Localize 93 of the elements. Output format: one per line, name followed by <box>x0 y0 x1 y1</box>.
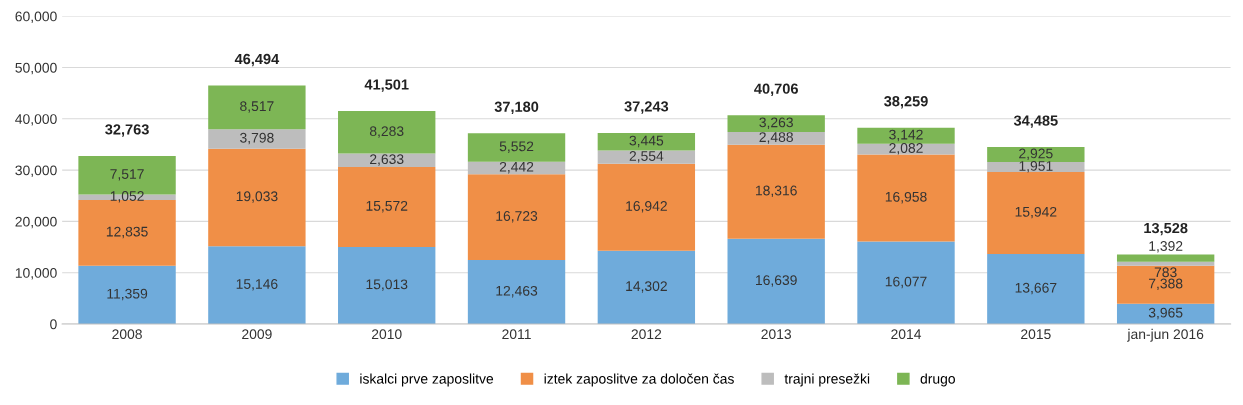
data-label: 15,942 <box>1015 206 1057 219</box>
data-label: 1,052 <box>110 191 144 203</box>
data-label: 2,488 <box>759 132 793 144</box>
total-label: 13,528 <box>1144 222 1188 236</box>
bar <box>597 150 696 164</box>
bar <box>208 85 306 130</box>
x-tick-label: 2011 <box>502 329 531 340</box>
bar <box>338 167 436 247</box>
x-tick-label: 2015 <box>1021 329 1051 340</box>
y-tick-label: 50,000 <box>15 62 57 75</box>
legend-label: iskalci prve zaposlitve <box>360 373 494 387</box>
data-label: 16,958 <box>885 191 927 204</box>
total-label: 32,763 <box>105 124 149 137</box>
x-tick-label: 2012 <box>631 329 662 340</box>
bar <box>1116 261 1215 266</box>
y-tick-label: 0 <box>50 319 57 330</box>
y-tick-label: 30,000 <box>15 165 57 177</box>
bar <box>467 174 566 261</box>
bar <box>338 111 436 154</box>
data-label: 3,445 <box>629 135 664 148</box>
data-label: 11,359 <box>107 288 148 301</box>
data-label: 8,283 <box>369 126 404 138</box>
bar <box>857 241 955 324</box>
bar <box>987 172 1085 254</box>
y-tick-label: 10,000 <box>15 268 57 280</box>
data-label: 16,723 <box>496 211 538 223</box>
data-label: 14,302 <box>626 281 667 293</box>
data-label: 1,951 <box>1019 160 1053 173</box>
data-label: 16,942 <box>626 201 667 213</box>
bar <box>597 132 696 151</box>
bar <box>78 265 176 324</box>
total-label: 40,706 <box>754 83 798 96</box>
bar <box>597 163 696 251</box>
bar <box>727 115 825 132</box>
total-label: 37,243 <box>624 101 669 114</box>
y-tick-label: 60,000 <box>15 11 57 24</box>
total-label: 41,501 <box>364 79 409 92</box>
data-label: 12,835 <box>106 226 148 239</box>
data-label: 2,554 <box>629 151 664 163</box>
data-label: 7,517 <box>110 169 144 181</box>
data-label: 16,639 <box>756 275 797 287</box>
bar <box>857 154 955 242</box>
data-label: 15,146 <box>236 279 278 291</box>
y-tick-label: 20,000 <box>15 216 57 229</box>
data-label: 8,517 <box>240 101 274 113</box>
x-tick-label: 2009 <box>242 329 272 340</box>
legend-label: iztek zaposlitve za določen čas <box>544 373 734 387</box>
data-label: 18,316 <box>756 185 797 198</box>
data-label: 3,798 <box>240 132 274 145</box>
y-tick-label: 40,000 <box>15 114 57 126</box>
x-tick-label: 2014 <box>891 329 922 340</box>
bar <box>857 143 955 155</box>
legend-label: drugo <box>920 373 955 387</box>
x-tick-label: 2013 <box>761 329 792 340</box>
bar <box>338 246 436 324</box>
bar <box>597 250 696 324</box>
data-label: 3,142 <box>889 129 923 142</box>
x-tick-label: 2010 <box>371 329 402 340</box>
data-label: 2,082 <box>889 143 923 155</box>
data-label: 3,965 <box>1148 307 1183 320</box>
data-label: 1,392 <box>1149 241 1183 253</box>
bar <box>208 129 306 149</box>
data-label: 5,552 <box>499 141 534 153</box>
legend-label: trajni presežki <box>784 373 870 387</box>
total-label: 46,494 <box>234 53 280 67</box>
total-label: 37,180 <box>494 101 539 115</box>
data-label: 15,572 <box>366 200 408 213</box>
data-label: 2,442 <box>499 161 534 174</box>
bar <box>467 133 566 162</box>
bar <box>727 144 825 239</box>
bar <box>987 253 1085 324</box>
bar <box>208 148 306 247</box>
bar <box>727 131 825 145</box>
data-label: 16,077 <box>885 276 927 289</box>
data-label: 15,013 <box>366 279 408 291</box>
bar <box>1116 265 1215 304</box>
x-tick-label: 2008 <box>112 329 142 340</box>
bar <box>727 238 825 324</box>
total-label: 34,485 <box>1013 115 1058 128</box>
data-label: 2,925 <box>1019 148 1053 160</box>
data-label: 3,263 <box>759 117 793 129</box>
data-label: 783 <box>1154 267 1177 278</box>
bar <box>467 260 566 324</box>
data-label: 2,633 <box>370 154 404 166</box>
total-label: 38,259 <box>884 96 928 109</box>
bar <box>208 246 306 324</box>
data-label: 13,667 <box>1015 282 1057 295</box>
bar <box>857 127 955 144</box>
data-label: 19,033 <box>236 191 278 203</box>
data-label: 12,463 <box>496 285 538 298</box>
bar <box>1116 254 1215 262</box>
data-label: 7,388 <box>1148 278 1183 291</box>
x-tick-label: jan-jun 2016 <box>1127 328 1204 342</box>
